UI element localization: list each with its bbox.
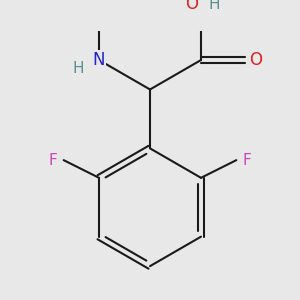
Text: N: N (93, 51, 105, 69)
Text: H: H (73, 61, 84, 76)
Text: O: O (185, 0, 198, 13)
Text: O: O (249, 51, 262, 69)
Text: H: H (208, 0, 220, 12)
Text: F: F (49, 153, 57, 168)
Text: F: F (243, 153, 251, 168)
